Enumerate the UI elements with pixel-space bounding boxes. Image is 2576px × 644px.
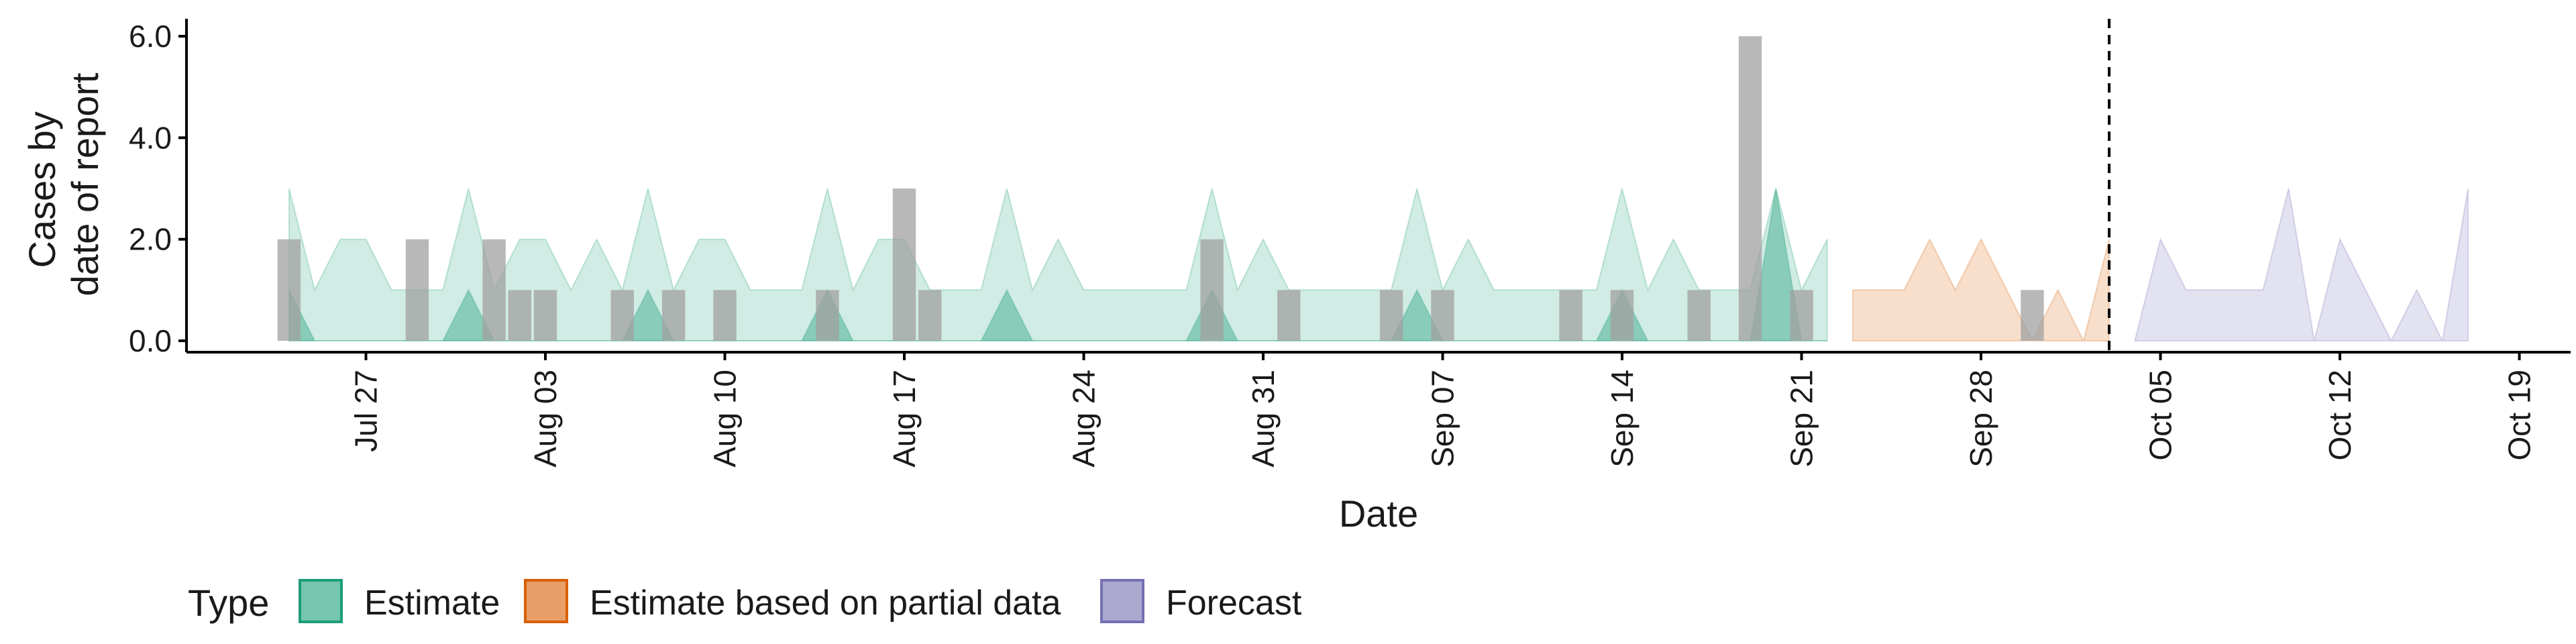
- legend-label-forecast: Forecast: [1166, 584, 1302, 623]
- x-tick-label: Oct 12: [2322, 370, 2357, 461]
- y-tick-label: 0.0: [129, 323, 172, 358]
- area-band-estimate-based-on-partial-data-1: [1852, 237, 2110, 343]
- legend-swatch-partial: [524, 579, 568, 623]
- legend-item-forecast: Forecast: [1100, 579, 1302, 623]
- bar-2020-09-21: [1790, 290, 1813, 341]
- bar-2020-07-24: [277, 239, 301, 341]
- y-axis-title-line-2: date of report: [64, 72, 106, 297]
- bar-2020-08-01: [482, 239, 506, 341]
- series-estimate-based-on-partial-data: [1852, 237, 2110, 343]
- bar-2020-09-01: [1277, 290, 1301, 341]
- bar-2020-09-05: [1379, 290, 1403, 341]
- bar-2020-08-29: [1200, 239, 1224, 341]
- bar-2020-09-19: [1738, 36, 1762, 341]
- plot-area: [277, 19, 2469, 352]
- series-forecast: [2134, 188, 2469, 343]
- x-tick-label: Aug 10: [708, 370, 743, 468]
- x-tick-label: Sep 28: [1964, 370, 1998, 468]
- x-tick-label: Jul 27: [349, 370, 384, 452]
- x-tick-label: Oct 05: [2143, 370, 2178, 461]
- bar-2020-09-30: [2021, 290, 2044, 341]
- y-axis-title-line-1: Cases by: [21, 111, 63, 268]
- y-ticks: 0.0 2.0 4.0 6.0: [129, 19, 186, 358]
- legend-swatch-estimate: [299, 579, 343, 623]
- legend: Type Estimate Estimate based on partial …: [188, 579, 1302, 624]
- bar-2020-08-10: [713, 290, 737, 341]
- bar-2020-08-02: [508, 290, 531, 341]
- area-band-forecast-1: [2134, 188, 2469, 343]
- area-band-estimate-2: [288, 188, 1827, 341]
- bar-2020-07-29: [405, 239, 429, 341]
- legend-swatch-forecast: [1100, 579, 1144, 623]
- bar-2020-09-12: [1559, 290, 1582, 341]
- x-tick-label: Aug 03: [528, 370, 563, 468]
- legend-title: Type: [188, 582, 269, 624]
- y-axis-title: Cases by date of report: [21, 72, 106, 297]
- y-tick-label: 2.0: [129, 222, 172, 257]
- x-ticks: Jul 27 Aug 03 Aug 10 Aug 17 Aug 24 Aug 31 Sep …: [349, 352, 2537, 468]
- x-tick-label: Aug 31: [1246, 370, 1281, 468]
- bar-2020-08-06: [610, 290, 634, 341]
- bar-2020-08-08: [661, 290, 686, 341]
- y-tick-label: 4.0: [129, 120, 172, 155]
- bar-2020-09-17: [1687, 290, 1711, 341]
- axes: [185, 19, 2571, 354]
- legend-label-estimate: Estimate: [364, 584, 500, 623]
- bar-2020-09-14: [1610, 290, 1634, 341]
- y-tick-label: 6.0: [129, 19, 172, 54]
- observed-bars: [277, 36, 2044, 341]
- bar-2020-08-18: [918, 290, 942, 341]
- x-axis-title: Date: [1339, 492, 1418, 535]
- x-tick-label: Sep 07: [1426, 370, 1460, 468]
- legend-label-partial: Estimate based on partial data: [590, 584, 1061, 623]
- bar-2020-09-07: [1431, 290, 1454, 341]
- x-tick-label: Oct 19: [2502, 370, 2537, 461]
- bar-2020-08-03: [533, 290, 557, 341]
- x-tick-label: Aug 24: [1067, 370, 1102, 468]
- bar-2020-08-17: [892, 189, 916, 341]
- legend-item-partial: Estimate based on partial data: [524, 579, 1061, 623]
- x-tick-label: Sep 14: [1605, 370, 1640, 468]
- legend-item-estimate: Estimate: [299, 579, 500, 623]
- x-tick-label: Sep 21: [1784, 370, 1819, 468]
- bar-2020-08-14: [816, 290, 839, 341]
- x-tick-label: Aug 17: [887, 370, 922, 468]
